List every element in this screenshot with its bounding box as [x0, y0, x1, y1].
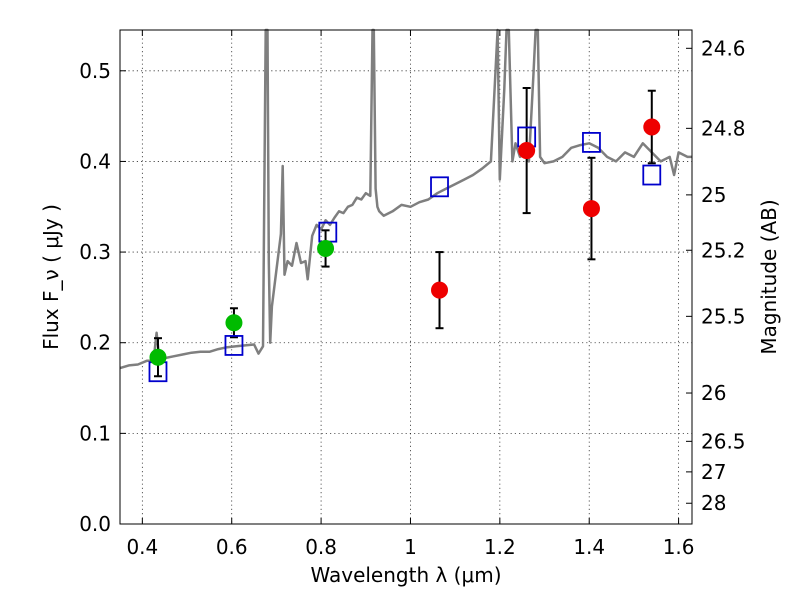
green-data-point — [225, 314, 243, 332]
y-tick-label: 0.1 — [79, 421, 111, 445]
right-tick-label: 25 — [701, 183, 726, 207]
y-tick-label: 0.3 — [79, 240, 111, 264]
model-square-point — [430, 176, 449, 198]
right-tick-label: 25.2 — [701, 238, 746, 262]
red-data-point — [431, 281, 449, 299]
x-axis-label: Wavelength λ (μm) — [310, 563, 501, 587]
red-data-point — [518, 142, 536, 160]
red-data-point — [643, 118, 661, 136]
x-tick-label: 1 — [404, 535, 417, 559]
model-square-point — [224, 335, 244, 356]
y-tick-label: 0.5 — [79, 59, 111, 83]
errorbar-layer — [153, 87, 656, 378]
model-square-point — [642, 164, 662, 186]
y-axis-label: Flux F_ν ( μJy ) — [39, 204, 63, 350]
red-data-point — [582, 200, 600, 218]
right-axis-label: Magnitude (AB) — [757, 199, 781, 354]
right-tick-label: 26 — [701, 381, 726, 405]
y-tick-labels: 0.0 0.1 0.2 0.3 0.4 0.5 — [79, 59, 111, 536]
x-tick-label: 1.6 — [663, 535, 695, 559]
y-tick-label: 0.0 — [79, 512, 111, 536]
green-data-point — [317, 239, 335, 257]
y-tick-label: 0.4 — [79, 149, 111, 173]
right-tick-labels: 24.6 24.8 25 25.2 25.5 26 26.5 27 28 — [701, 36, 746, 515]
plot-frame — [119, 29, 693, 525]
y-tick-label: 0.2 — [79, 331, 111, 355]
x-tick-label: 1.4 — [573, 535, 605, 559]
right-tick-label: 25.5 — [701, 304, 746, 328]
x-tick-label: 0.8 — [305, 535, 337, 559]
right-tick-label: 24.6 — [701, 36, 746, 60]
model-square-point — [582, 131, 601, 153]
tick-layer — [120, 30, 692, 525]
right-tick-label: 24.8 — [701, 116, 746, 140]
right-tick-label: 27 — [701, 460, 726, 484]
spectrum-line — [119, 28, 692, 370]
green-data-point — [149, 348, 167, 366]
x-tick-label: 0.6 — [216, 535, 248, 559]
grid — [120, 30, 692, 525]
x-tick-label: 0.4 — [126, 535, 158, 559]
x-tick-label: 1.2 — [484, 535, 516, 559]
right-tick-label: 28 — [701, 491, 726, 515]
right-tick-label: 26.5 — [701, 429, 746, 453]
marker-layer — [148, 118, 662, 383]
spectrum-layer — [119, 28, 692, 370]
x-tick-labels: 0.4 0.6 0.8 1 1.2 1.4 1.6 — [126, 535, 694, 559]
